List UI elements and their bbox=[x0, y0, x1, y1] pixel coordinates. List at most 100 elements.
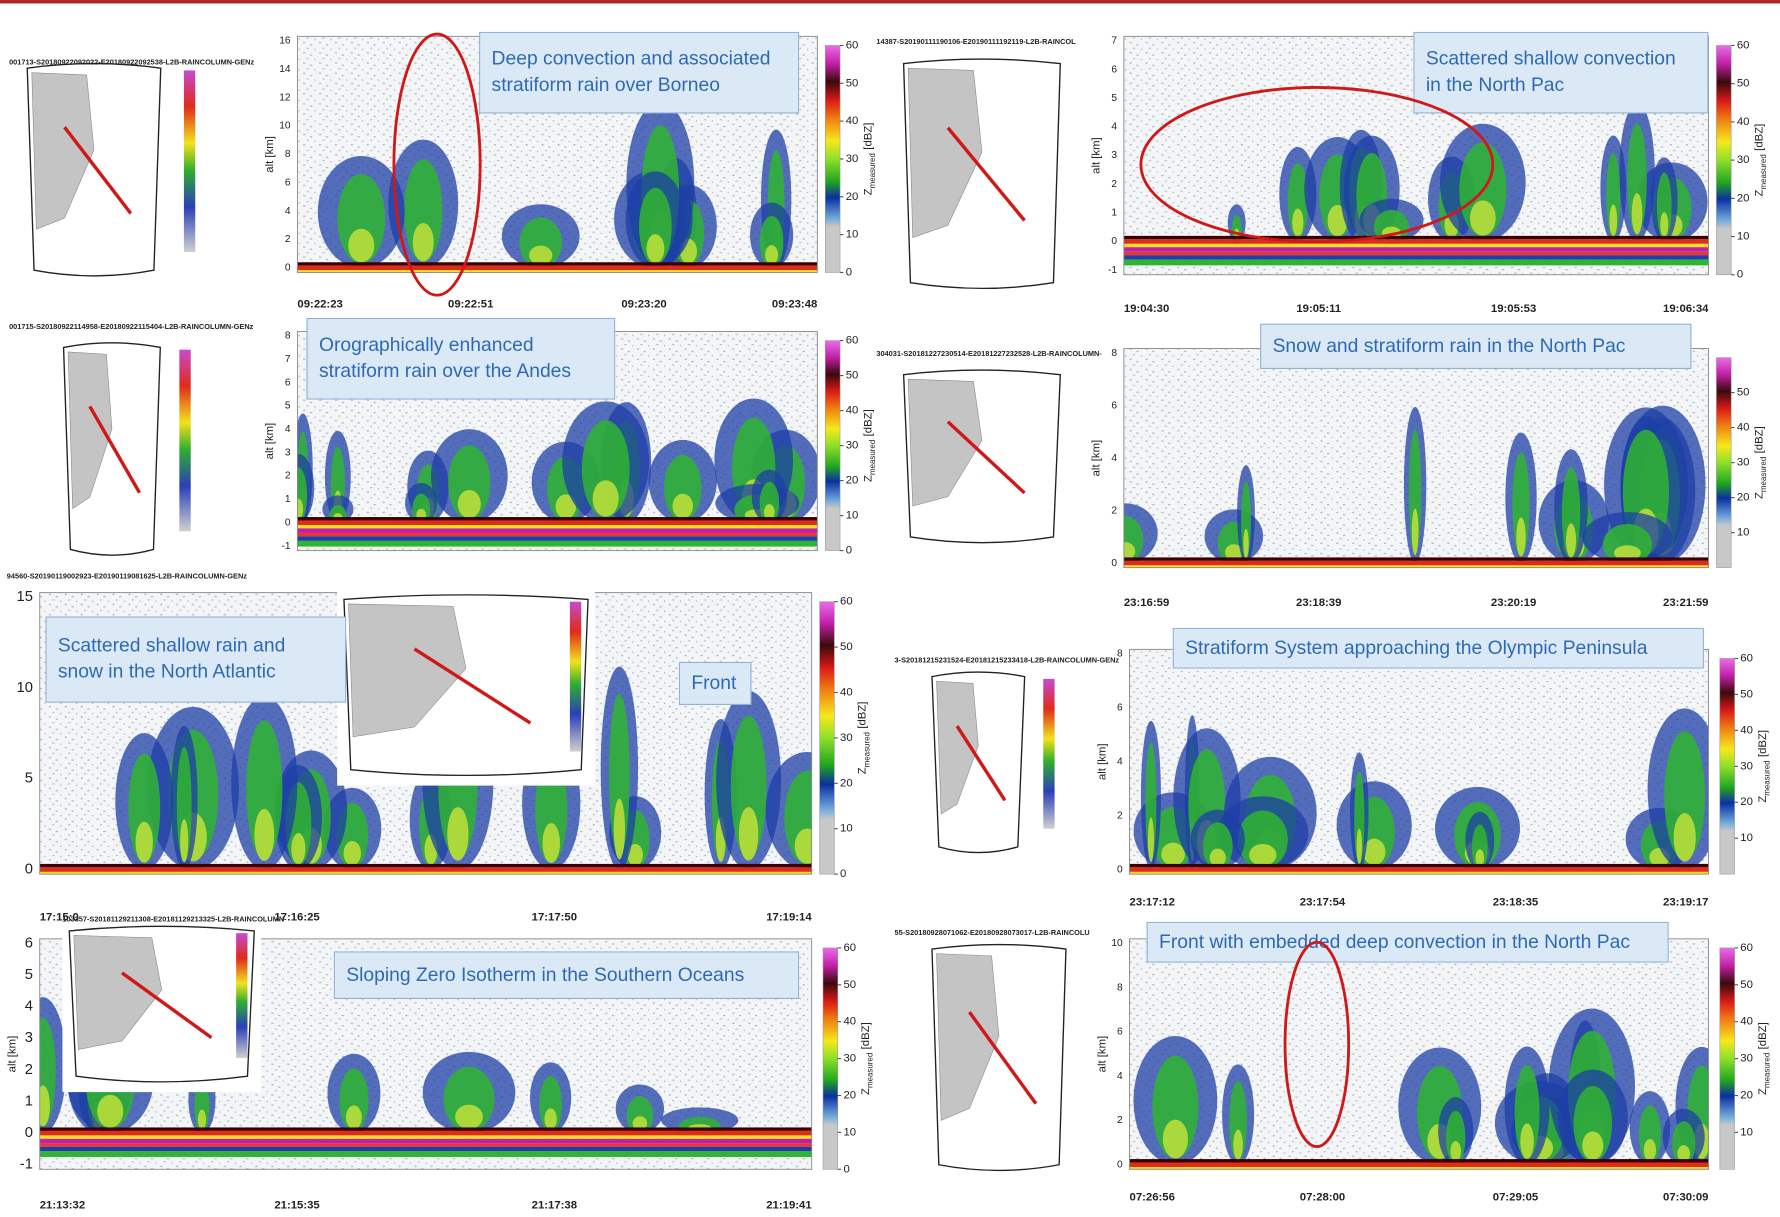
y-tick-label: 10 bbox=[279, 121, 291, 132]
colorbar-tick-label: 30 bbox=[846, 440, 859, 452]
colorbar-label-part: Z bbox=[1754, 189, 1766, 196]
surface-band bbox=[39, 1143, 812, 1147]
file-label: 94560-S20190119002923-E20190119081625-L2… bbox=[7, 572, 247, 581]
time-label: 19:05:11 bbox=[1296, 303, 1341, 315]
y-tick-label: 4 bbox=[1117, 756, 1123, 767]
surface-band bbox=[1123, 565, 1709, 568]
y-tick-label: 1 bbox=[1111, 208, 1117, 219]
time-label: 09:22:23 bbox=[297, 298, 342, 310]
colorbar-tick-label: 0 bbox=[1737, 269, 1743, 281]
surface-band bbox=[39, 871, 812, 875]
radar-curtain bbox=[1129, 938, 1709, 1170]
surface-band bbox=[297, 520, 818, 525]
colorbar-label-part: Z bbox=[857, 767, 869, 774]
caption: Scattered shallow convection in the Nort… bbox=[1413, 31, 1709, 114]
time-label: 07:26:56 bbox=[1130, 1192, 1175, 1204]
surface-band bbox=[39, 1151, 812, 1157]
colorbar bbox=[1716, 45, 1732, 276]
y-tick-label: 8 bbox=[1117, 649, 1123, 660]
surface-band bbox=[1123, 251, 1709, 256]
echo-peak bbox=[1520, 1123, 1534, 1159]
y-tick-label: 4 bbox=[1117, 1071, 1123, 1082]
echo-peak bbox=[180, 819, 189, 863]
surface-band bbox=[1123, 243, 1709, 248]
echo-peak bbox=[135, 821, 153, 863]
colorbar-tick-label: 50 bbox=[846, 77, 859, 89]
colorbar-label: Zmeasured [dBZ] bbox=[1754, 426, 1769, 499]
echo-peak bbox=[1162, 1119, 1188, 1159]
y-tick-label: 0 bbox=[1117, 1159, 1123, 1170]
echo-peak bbox=[447, 807, 469, 861]
y-axis-label: alt [km] bbox=[1091, 440, 1103, 477]
surface-band bbox=[1123, 247, 1709, 252]
colorbar-tick-label: 60 bbox=[846, 335, 859, 347]
y-tick-label: 1 bbox=[285, 494, 291, 505]
y-axis-label: alt [km] bbox=[264, 136, 276, 173]
surface-band bbox=[1129, 863, 1709, 868]
colorbar-tick-label: 0 bbox=[846, 545, 852, 557]
colorbar-label: Zmeasured [dBZ] bbox=[857, 702, 872, 775]
echo-peak bbox=[1566, 523, 1577, 558]
echo-peak bbox=[1450, 1141, 1461, 1162]
colorbar-label-part: [dBZ] bbox=[862, 409, 874, 436]
caption: Scattered shallow rain and snow in the N… bbox=[45, 616, 347, 703]
colorbar-tick-label: 40 bbox=[840, 687, 853, 699]
y-tick-label: 6 bbox=[1111, 64, 1117, 75]
colorbar-tick-label: 10 bbox=[1737, 527, 1750, 539]
land bbox=[907, 378, 983, 507]
colorbar-tick-label: 40 bbox=[1740, 724, 1753, 736]
colorbar-tick-label: 50 bbox=[1737, 78, 1750, 90]
surface-band bbox=[1129, 1159, 1709, 1163]
colorbar bbox=[825, 340, 841, 551]
echo-peak bbox=[1225, 544, 1243, 561]
echo-peak bbox=[1677, 1145, 1691, 1162]
echo-peak bbox=[794, 828, 812, 864]
colorbar-tick-label: 40 bbox=[1740, 1016, 1753, 1028]
time-label: 07:28:00 bbox=[1300, 1192, 1345, 1204]
surface-band bbox=[39, 1127, 812, 1131]
time-label: 17:19:14 bbox=[766, 911, 812, 923]
y-tick-label: 1 bbox=[25, 1093, 33, 1109]
echo-core bbox=[609, 693, 630, 857]
time-label: 09:23:48 bbox=[772, 298, 817, 310]
colorbar-label-part: [dBZ] bbox=[1754, 124, 1766, 151]
highlight-ellipse bbox=[392, 32, 482, 297]
echo-peak bbox=[1209, 848, 1226, 867]
colorbar-tick-label: 20 bbox=[846, 475, 859, 487]
echo-peak bbox=[1614, 545, 1641, 561]
caption-box: Sloping Zero Isotherm in the Southern Oc… bbox=[333, 951, 800, 1000]
time-label: 23:18:39 bbox=[1296, 597, 1341, 609]
time-label: 23:19:17 bbox=[1663, 897, 1708, 909]
echo-peak bbox=[254, 808, 275, 861]
echo-peak bbox=[291, 833, 306, 865]
y-tick-label: 10 bbox=[1111, 938, 1123, 949]
colorbar-label-part: Z bbox=[862, 188, 874, 195]
y-tick-label: 16 bbox=[279, 36, 291, 47]
echo-peak bbox=[1292, 208, 1304, 237]
echo-peak bbox=[343, 840, 361, 866]
echo-peak bbox=[555, 494, 577, 519]
caption: Front bbox=[678, 661, 752, 705]
y-tick-label: 4 bbox=[1111, 122, 1117, 133]
surface-band bbox=[39, 867, 812, 872]
colorbar-tick-label: 20 bbox=[1740, 1090, 1753, 1102]
colorbar-tick-label: 30 bbox=[1737, 154, 1750, 166]
colorbar-tick-label: 0 bbox=[846, 266, 852, 278]
y-tick-label: 0 bbox=[285, 517, 291, 528]
colorbar-tick-label: 30 bbox=[1740, 760, 1753, 772]
y-tick-label: 0 bbox=[25, 861, 33, 877]
colorbar-tick-label: 50 bbox=[843, 979, 856, 991]
echo-peak bbox=[529, 245, 553, 265]
time-label: 19:05:53 bbox=[1491, 303, 1536, 315]
y-tick-label: 2 bbox=[25, 1062, 33, 1078]
colorbar bbox=[819, 601, 835, 875]
colorbar-label-part: [dBZ] bbox=[857, 702, 869, 729]
land bbox=[348, 603, 467, 738]
y-tick-label: 12 bbox=[279, 92, 291, 103]
colorbar-tick-label: 40 bbox=[846, 405, 859, 417]
file-label: 3-S20181215231524-E20181215233418-L2B-RA… bbox=[895, 656, 1120, 665]
surface-band bbox=[297, 270, 818, 273]
time-label: 23:18:35 bbox=[1493, 897, 1538, 909]
colorbar-label-part: measured bbox=[1763, 760, 1772, 795]
